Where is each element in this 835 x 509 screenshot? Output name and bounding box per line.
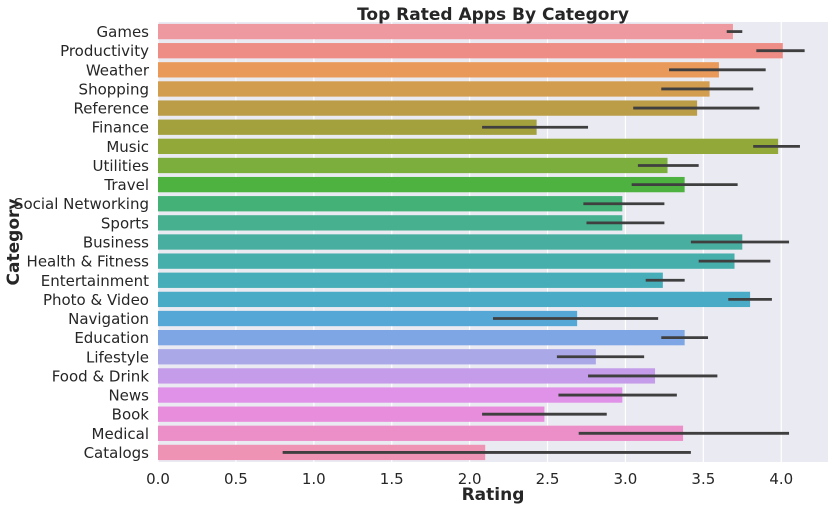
x-tick-labels: 0.0 0.5 1.0 1.5 2.0 2.5 3.0 3.5 4.0: [146, 470, 793, 488]
x-tick-label: 3.5: [691, 470, 715, 488]
bar: [158, 176, 685, 193]
bar: [158, 62, 719, 78]
bar: [158, 272, 663, 288]
x-tick-label: 1.0: [302, 470, 326, 488]
bars-group: [158, 23, 783, 461]
bar: [158, 368, 656, 384]
y-tick-label: Travel: [103, 176, 149, 194]
y-tick-label: Productivity: [60, 42, 149, 60]
bar: [158, 425, 684, 441]
y-tick-label: Games: [97, 23, 150, 41]
y-tick-label: Music: [106, 138, 149, 156]
y-tick-label: Catalogs: [84, 444, 150, 462]
bar: [158, 387, 623, 403]
y-tick-label: Book: [112, 406, 150, 424]
x-tick-label: 2.0: [458, 470, 482, 488]
y-tick-label: Food & Drink: [52, 367, 150, 385]
x-tick-label: 2.5: [536, 470, 560, 488]
y-tick-label: Entertainment: [41, 272, 149, 290]
x-tick-label: 0.5: [224, 470, 248, 488]
x-tick-label: 3.0: [614, 470, 638, 488]
y-tick-label: Education: [74, 329, 149, 347]
bar: [158, 406, 545, 422]
bar: [158, 349, 596, 365]
bar: [158, 23, 733, 40]
y-tick-label: Sports: [101, 214, 149, 232]
bar: [158, 253, 735, 269]
y-tick-label: Lifestyle: [86, 348, 149, 366]
bar: [158, 138, 779, 154]
bar: [158, 119, 537, 135]
x-tick-label: 0.0: [146, 470, 170, 488]
bar: [158, 157, 668, 174]
y-tick-label: Weather: [86, 61, 150, 79]
y-tick-label: Shopping: [79, 80, 149, 98]
bar: [158, 43, 783, 59]
x-tick-label: 1.5: [380, 470, 404, 488]
y-tick-label: Business: [83, 234, 149, 252]
bar: [158, 215, 623, 231]
bar: [158, 81, 710, 97]
x-tick-label: 4.0: [769, 470, 793, 488]
bar: [158, 310, 578, 327]
y-tick-label: Navigation: [68, 310, 149, 328]
bar: [158, 234, 743, 250]
y-axis-label: Category: [4, 199, 24, 286]
bar: [158, 330, 685, 346]
x-axis-label: Rating: [462, 485, 525, 505]
y-tick-label: Reference: [73, 100, 149, 118]
bar: [158, 196, 623, 212]
y-tick-label: Utilities: [93, 157, 150, 175]
error-bars-group: [282, 30, 805, 454]
y-tick-label: News: [108, 387, 149, 405]
chart-title: Top Rated Apps By Category: [357, 5, 629, 25]
y-tick-label: Finance: [92, 119, 149, 137]
y-tick-label: Social Networking: [14, 195, 149, 213]
y-tick-label: Health & Fitness: [27, 253, 150, 271]
y-tick-label: Photo & Video: [43, 291, 149, 309]
bar: [158, 291, 751, 308]
y-tick-label: Medical: [92, 425, 149, 443]
bar: [158, 100, 698, 116]
